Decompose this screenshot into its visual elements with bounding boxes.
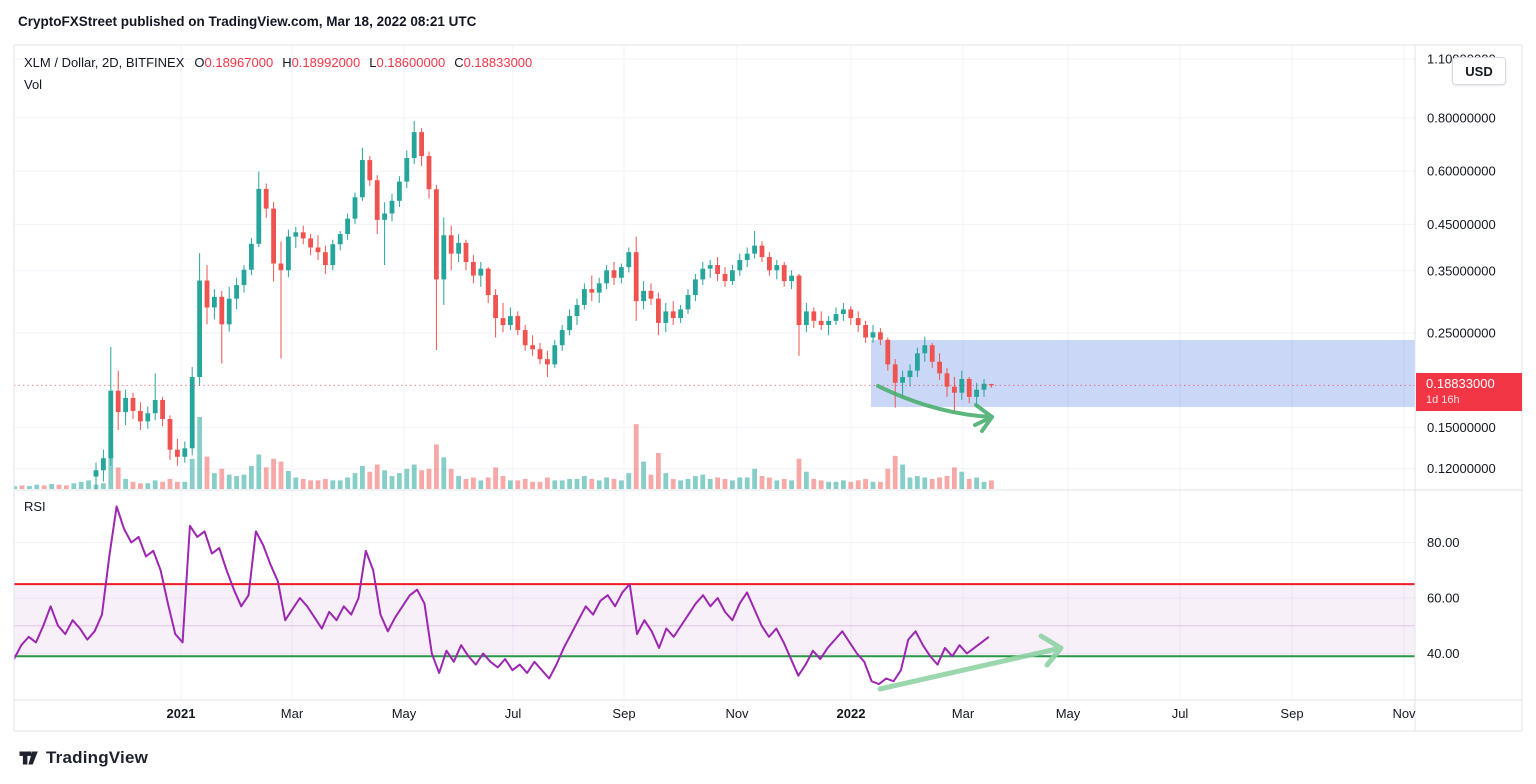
close-value: 0.18833000 (463, 55, 533, 70)
high-label: H (282, 55, 292, 70)
svg-text:May: May (392, 706, 417, 721)
svg-text:Nov: Nov (1392, 706, 1416, 721)
open-label: O (194, 55, 205, 70)
projection-zone (871, 340, 1415, 408)
rsi-band (14, 584, 1415, 657)
rsi-indicator-label: RSI (24, 499, 46, 514)
symbol-legend: XLM / Dollar, 2D, BITFINEX O0.18967000 H0.… (24, 55, 541, 70)
tradingview-brand-text: TradingView (46, 747, 149, 767)
open-value: 0.18967000 (204, 55, 274, 70)
pane-borders (13, 44, 1523, 732)
svg-text:0.45000000: 0.45000000 (1427, 217, 1496, 232)
svg-text:0.35000000: 0.35000000 (1427, 263, 1496, 278)
svg-text:60.00: 60.00 (1427, 591, 1460, 606)
svg-text:40.00: 40.00 (1427, 646, 1460, 661)
svg-text:0.25000000: 0.25000000 (1427, 326, 1496, 341)
svg-text:80.00: 80.00 (1427, 535, 1460, 550)
symbol-title: XLM / Dollar, 2D, BITFINEX (24, 55, 185, 70)
svg-text:Jul: Jul (1172, 706, 1189, 721)
svg-text:Jul: Jul (505, 706, 522, 721)
currency-toggle-button[interactable]: USD (1452, 57, 1506, 85)
low-value: 0.18600000 (376, 55, 446, 70)
tradingview-brand[interactable]: TradingView (18, 747, 148, 768)
svg-text:Sep: Sep (612, 706, 635, 721)
svg-text:2021: 2021 (167, 706, 196, 721)
svg-text:Mar: Mar (281, 706, 304, 721)
svg-text:0.15000000: 0.15000000 (1427, 420, 1496, 435)
candlestick-series (93, 120, 994, 490)
svg-text:0.12000000: 0.12000000 (1427, 461, 1496, 476)
svg-text:0.80000000: 0.80000000 (1427, 110, 1496, 125)
rsi-uptrend-arrow (877, 633, 1064, 692)
tradingview-logo-icon (19, 751, 38, 765)
high-value: 0.18992000 (291, 55, 361, 70)
svg-text:Mar: Mar (952, 706, 975, 721)
rsi-line (14, 505, 990, 686)
low-label: L (369, 55, 377, 70)
publish-caption: CryptoFXStreet published on TradingView.… (18, 14, 477, 29)
svg-text:2022: 2022 (837, 706, 866, 721)
axis-labels: 1.100000000.800000000.600000000.45000000… (167, 52, 1496, 721)
svg-text:Sep: Sep (1280, 706, 1303, 721)
close-label: C (454, 55, 464, 70)
volume-series (14, 417, 994, 489)
svg-text:Nov: Nov (725, 706, 749, 721)
gridlines (14, 45, 1415, 700)
downtrend-arrow (876, 384, 994, 433)
volume-indicator-label: Vol (24, 77, 43, 92)
bar-countdown: 1d 16h (1426, 394, 1460, 406)
current-price-value: 0.18833000 (1426, 376, 1495, 391)
svg-text:May: May (1056, 706, 1081, 721)
current-price-tag: 0.18833000 1d 16h (1416, 373, 1522, 411)
svg-text:0.60000000: 0.60000000 (1427, 164, 1496, 179)
